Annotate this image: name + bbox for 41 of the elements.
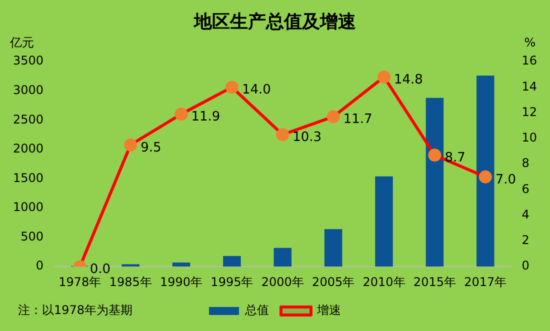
x-tick-label: 2010年 bbox=[362, 274, 406, 289]
x-tick-label: 1985年 bbox=[109, 274, 152, 289]
data-label: 9.5 bbox=[140, 140, 162, 156]
y2-tick-label: 14 bbox=[522, 79, 538, 94]
data-label: 11.7 bbox=[343, 112, 372, 128]
legend-label: 总值 bbox=[244, 303, 269, 318]
data-label: 14.0 bbox=[242, 82, 271, 98]
x-tick-label: 2017年 bbox=[464, 274, 507, 289]
y-tick-label: 500 bbox=[20, 229, 44, 244]
data-label: 14.8 bbox=[394, 72, 423, 88]
y2-tick-label: 12 bbox=[522, 104, 538, 119]
x-tick-label: 1995年 bbox=[210, 274, 254, 289]
y2-axis-title: % bbox=[524, 36, 536, 50]
y2-tick-label: 6 bbox=[522, 182, 530, 196]
x-tick-label: 1990年 bbox=[160, 274, 203, 289]
data-label: 10.3 bbox=[292, 130, 322, 146]
x-tick-label: 2000年 bbox=[261, 274, 304, 289]
data-label: 11.9 bbox=[191, 110, 220, 125]
chart-title: 地区生产总值及增速 bbox=[193, 11, 356, 32]
text: 注：以1978年为基期 bbox=[18, 303, 133, 318]
y2-tick-label: 10 bbox=[522, 130, 538, 145]
y-tick-label: 2000 bbox=[12, 142, 44, 156]
y2-tick-label: 4 bbox=[522, 207, 530, 222]
y-tick-label: 3500 bbox=[12, 54, 44, 68]
y2-tick-label: 8 bbox=[522, 156, 530, 170]
y2-tick-label: 0 bbox=[522, 258, 530, 273]
data-label: 8.7 bbox=[444, 150, 466, 166]
y-tick-label: 1000 bbox=[12, 200, 44, 214]
y-tick-label: 2500 bbox=[12, 112, 44, 126]
y-axis-title: 亿元 bbox=[9, 36, 34, 50]
y2-tick-label: 2 bbox=[522, 233, 530, 248]
legend-label: 增速 bbox=[316, 303, 341, 318]
data-label: 0.0 bbox=[90, 262, 111, 277]
x-tick-label: 1978年 bbox=[58, 274, 102, 289]
x-tick-label: 2005年 bbox=[312, 274, 355, 289]
y-tick-label: 1500 bbox=[12, 170, 44, 185]
y2-tick-label: 16 bbox=[522, 54, 538, 68]
data-label: 7.0 bbox=[495, 172, 516, 188]
y-tick-label: 3000 bbox=[12, 83, 44, 98]
x-tick-label: 2015年 bbox=[413, 274, 456, 289]
y-tick-label: 0 bbox=[36, 258, 44, 273]
